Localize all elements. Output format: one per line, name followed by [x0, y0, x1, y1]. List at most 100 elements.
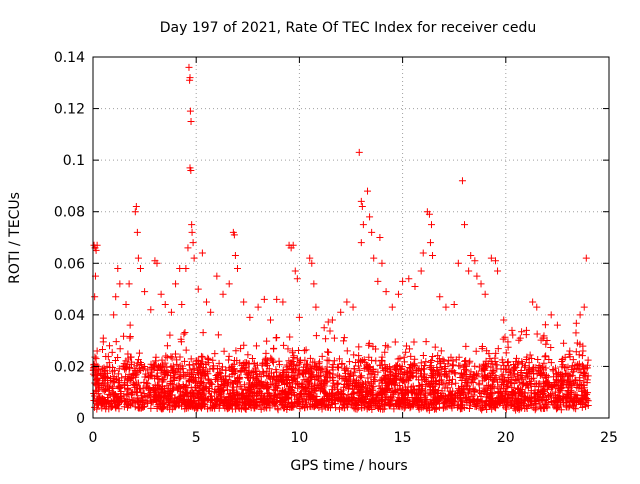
data-point: [539, 334, 547, 342]
baseline-point: [435, 403, 443, 411]
baseline-point: [307, 374, 315, 382]
data-point: [436, 293, 444, 301]
data-point: [279, 298, 287, 306]
baseline-point: [537, 383, 545, 391]
baseline-point: [533, 370, 541, 378]
baseline-point: [308, 392, 316, 400]
baseline-point: [204, 370, 212, 378]
data-point: [110, 311, 118, 319]
baseline-point: [135, 349, 143, 357]
data-point: [376, 234, 384, 241]
baseline-point: [174, 386, 182, 394]
data-point: [310, 280, 318, 288]
data-point: [355, 148, 363, 156]
baseline-point: [123, 403, 131, 411]
baseline-point: [439, 356, 447, 364]
baseline-point: [337, 398, 345, 406]
baseline-point: [517, 366, 525, 374]
data-point: [419, 249, 427, 257]
baseline-point: [274, 381, 282, 389]
baseline-point: [295, 381, 303, 389]
baseline-point: [561, 376, 569, 384]
baseline-point: [539, 378, 547, 386]
baseline-point: [401, 368, 409, 376]
baseline-point: [568, 365, 576, 373]
baseline-point: [452, 379, 460, 387]
baseline-point: [326, 327, 334, 335]
baseline-point: [544, 381, 552, 389]
baseline-point: [324, 368, 332, 376]
baseline-point: [504, 358, 512, 366]
baseline-point: [503, 383, 511, 391]
data-point: [553, 321, 561, 329]
baseline-point: [494, 345, 502, 353]
baseline-point: [464, 390, 472, 398]
baseline-point: [248, 354, 256, 362]
baseline-point: [409, 368, 417, 376]
data-point: [328, 316, 336, 324]
baseline-point: [505, 366, 513, 374]
baseline-point: [519, 380, 527, 388]
y-tick-label: 0: [76, 411, 85, 427]
baseline-point: [432, 395, 440, 403]
baseline-point: [109, 402, 117, 410]
baseline-point: [241, 359, 249, 367]
baseline-point: [494, 383, 502, 391]
baseline-point: [388, 393, 396, 401]
baseline-point: [356, 366, 364, 374]
baseline-point: [456, 392, 464, 400]
data-point: [425, 210, 433, 218]
baseline-point: [539, 404, 547, 412]
data-point: [467, 252, 475, 260]
data-point: [349, 303, 357, 311]
baseline-point: [246, 383, 254, 391]
baseline-point: [507, 399, 515, 407]
baseline-point: [126, 334, 134, 342]
baseline-point: [270, 344, 278, 352]
baseline-point: [467, 368, 475, 376]
baseline-point: [158, 393, 166, 401]
baseline-point: [542, 340, 550, 348]
baseline-point: [561, 353, 569, 361]
baseline-point: [575, 351, 583, 359]
baseline-point: [437, 376, 445, 384]
baseline-point: [408, 372, 416, 380]
baseline-point: [478, 345, 486, 353]
baseline-point: [458, 383, 466, 391]
baseline-point: [514, 385, 522, 393]
baseline-point: [197, 352, 205, 360]
baseline-point: [195, 364, 203, 372]
baseline-point: [211, 375, 219, 383]
baseline-point: [300, 395, 308, 403]
baseline-point: [402, 348, 410, 356]
baseline-point: [502, 349, 510, 357]
baseline-point: [371, 377, 379, 385]
baseline-point: [264, 384, 272, 392]
baseline-point: [202, 385, 210, 393]
baseline-point: [418, 398, 426, 406]
baseline-point: [478, 406, 486, 414]
baseline-point: [385, 400, 393, 408]
baseline-point: [357, 388, 365, 396]
baseline-point: [412, 373, 420, 381]
baseline-point: [475, 363, 483, 371]
baseline-point: [318, 405, 326, 413]
baseline-point: [472, 403, 480, 411]
baseline-point: [345, 395, 353, 403]
baseline-point: [334, 379, 342, 387]
baseline-point: [428, 400, 436, 408]
baseline-point: [396, 382, 404, 390]
baseline-point: [521, 362, 529, 370]
baseline-point: [120, 332, 128, 340]
baseline-point: [433, 399, 441, 407]
data-point: [370, 254, 378, 262]
baseline-point: [518, 375, 526, 383]
baseline-point: [306, 379, 314, 387]
baseline-point: [240, 381, 248, 389]
baseline-point: [180, 330, 188, 338]
baseline-point: [126, 376, 134, 384]
baseline-point: [177, 338, 185, 346]
baseline-point: [405, 377, 413, 385]
baseline-point: [424, 377, 432, 385]
baseline-point: [364, 389, 372, 397]
